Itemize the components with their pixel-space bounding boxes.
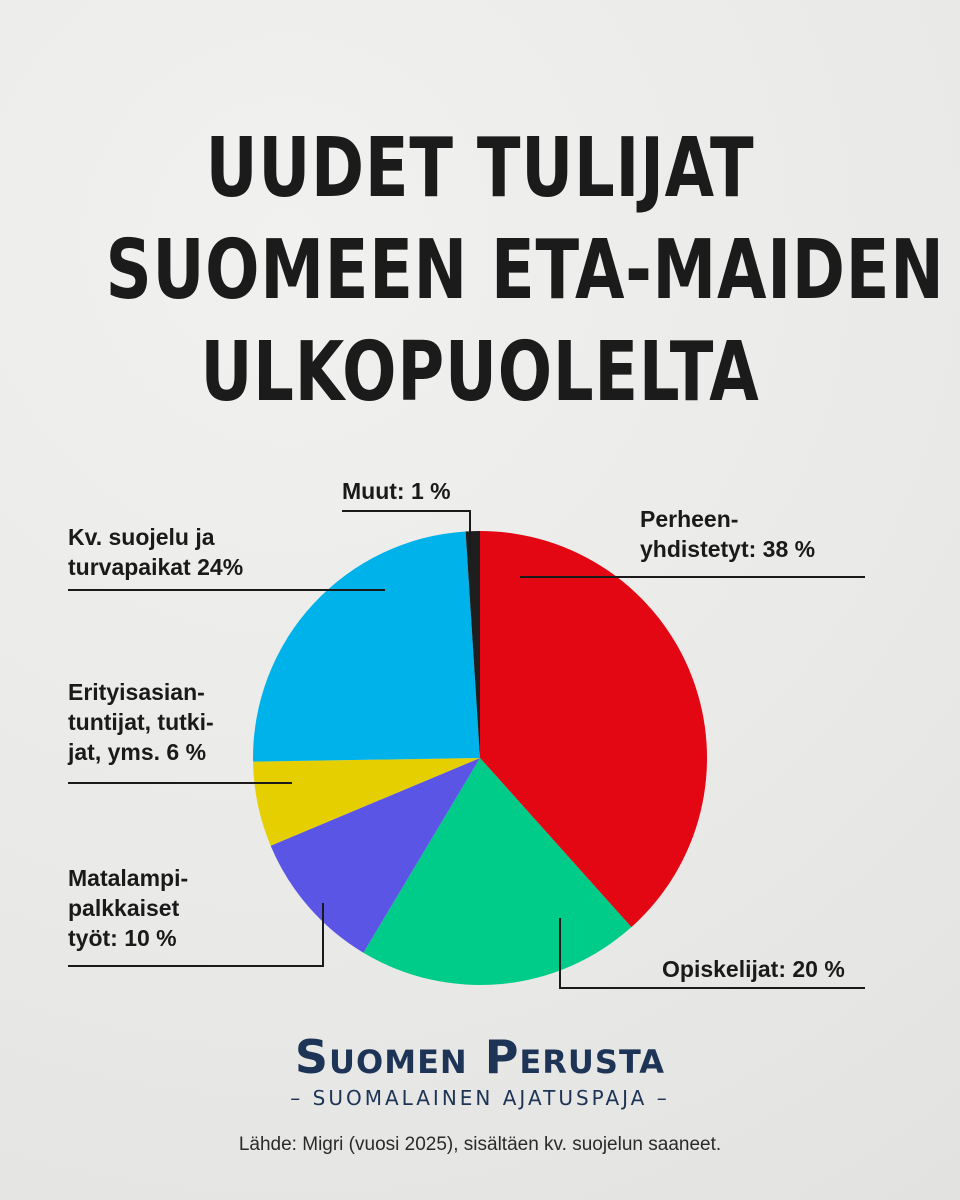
slice-label-perheenyhdistetyt: Perheen-yhdistetyt: 38 % bbox=[640, 506, 815, 562]
slice-label-matalapalkkaiset: Matalampi-palkkaiset työt: 10 % bbox=[68, 865, 188, 951]
slice-label-line: Kv. suojelu ja bbox=[68, 524, 215, 550]
slice-label-line: työt: 10 % bbox=[68, 925, 177, 951]
slice-label-line: yhdistetyt: 38 % bbox=[640, 536, 815, 562]
slice-label-opiskelijat: Opiskelijat: 20 % bbox=[662, 956, 845, 982]
slice-label-kv-suojelu: Kv. suojelu ja turvapaikat 24% bbox=[68, 524, 243, 580]
chart-title: UUDET TULIJAT SUOMEEN ETA-MAIDEN ULKOPUO… bbox=[0, 118, 960, 424]
brand-name: Suomen Perusta bbox=[294, 1030, 666, 1084]
title-line-1: UUDET TULIJAT bbox=[205, 121, 755, 216]
leader-line-opiskelijat bbox=[559, 918, 865, 989]
slice-label-line: Matalampi- bbox=[68, 865, 188, 891]
brand-tagline: – SUOMALAINEN AJATUSPAJA – bbox=[290, 1086, 670, 1110]
title-line-2: SUOMEEN ETA-MAIDEN bbox=[105, 223, 945, 318]
slice-label-muut: Muut: 1 % bbox=[342, 478, 451, 504]
slice-label-line: palkkaiset bbox=[68, 895, 180, 921]
slice-label-line: Opiskelijat: 20 % bbox=[662, 956, 845, 982]
slice-label-line: Erityisasian- bbox=[68, 679, 205, 705]
slice-label-line: jat, yms. 6 % bbox=[67, 739, 206, 765]
pie-slice-perheenyhdistetyt bbox=[480, 531, 708, 928]
pie-slice-opiskelijat bbox=[363, 758, 632, 986]
label-leader-lines bbox=[68, 510, 865, 989]
brand-logo: Suomen Perusta – SUOMALAINEN AJATUSPAJA … bbox=[0, 1030, 960, 1110]
slice-labels: Perheen-yhdistetyt: 38 % Opiskelijat: 20 … bbox=[67, 478, 845, 982]
slice-label-line: tuntijat, tutki- bbox=[68, 709, 214, 735]
leader-line-muut bbox=[342, 510, 471, 555]
source-note: Lähde: Migri (vuosi 2025), sisältäen kv.… bbox=[238, 1134, 722, 1155]
pie-slice-kv-suojelu bbox=[253, 531, 480, 762]
title-line-3: ULKOPUOLELTA bbox=[200, 325, 760, 420]
slice-label-erityisasiantuntijat: Erityisasian-tuntijat, tutki-jat, yms. 6… bbox=[67, 679, 214, 765]
leader-line-matalapalkkaiset bbox=[68, 903, 324, 967]
slice-label-line: Muut: 1 % bbox=[342, 478, 451, 504]
slice-label-line: turvapaikat 24% bbox=[68, 554, 243, 580]
slice-label-line: Perheen- bbox=[640, 506, 738, 532]
pie-slices bbox=[253, 531, 708, 986]
pie-slice-muut bbox=[465, 531, 480, 758]
pie-slice-erityisasiantuntijat bbox=[253, 758, 480, 846]
